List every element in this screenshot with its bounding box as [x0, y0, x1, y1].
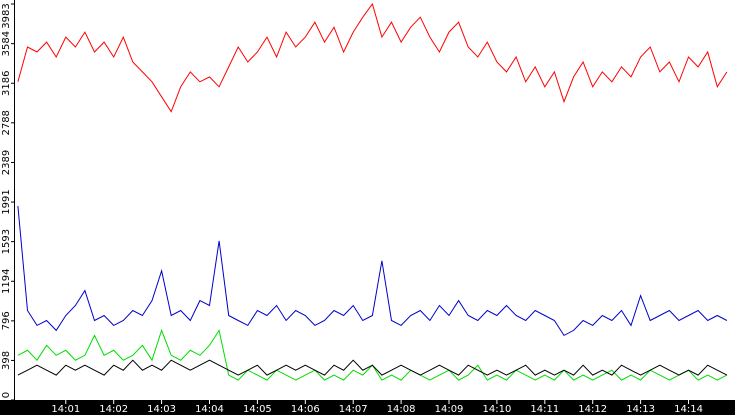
x-tick-label: 14:07 — [339, 404, 368, 415]
x-tick-label: 14:04 — [195, 404, 224, 415]
y-tick-label: 3584 — [1, 31, 12, 56]
x-tick-label: 14:13 — [626, 404, 655, 415]
x-tick-label: 14:05 — [243, 404, 272, 415]
x-tick-label: 14:09 — [435, 404, 464, 415]
x-tick-label: 14:01 — [51, 404, 80, 415]
y-tick-label: 1991 — [1, 189, 12, 214]
y-tick-label: 1194 — [1, 269, 12, 294]
x-tick-label: 14:11 — [530, 404, 559, 415]
x-tick-label: 14:02 — [99, 404, 128, 415]
x-tick-label: 14:10 — [483, 404, 512, 415]
x-tick-label: 14:14 — [674, 404, 703, 415]
x-tick-label: 14:08 — [387, 404, 416, 415]
data-line — [17, 206, 728, 337]
y-tick-label: 3186 — [1, 71, 12, 96]
x-tick-label: 14:06 — [291, 404, 320, 415]
x-tick-label: 14:03 — [147, 404, 176, 415]
y-tick-label: 2389 — [1, 150, 12, 175]
y-tick-label: 1593 — [1, 229, 12, 254]
data-line — [17, 328, 728, 381]
data-line — [17, 359, 728, 376]
y-tick-label: 398 — [1, 351, 12, 370]
x-tick-label: 14:12 — [578, 404, 607, 415]
y-tick-label: 0 — [1, 392, 12, 398]
x-axis-band — [0, 400, 735, 415]
y-tick-label: 796 — [1, 311, 12, 330]
y-tick-label: 2788 — [1, 110, 12, 135]
y-tick-label: 3983 — [1, 3, 12, 28]
data-line — [17, 2, 728, 113]
